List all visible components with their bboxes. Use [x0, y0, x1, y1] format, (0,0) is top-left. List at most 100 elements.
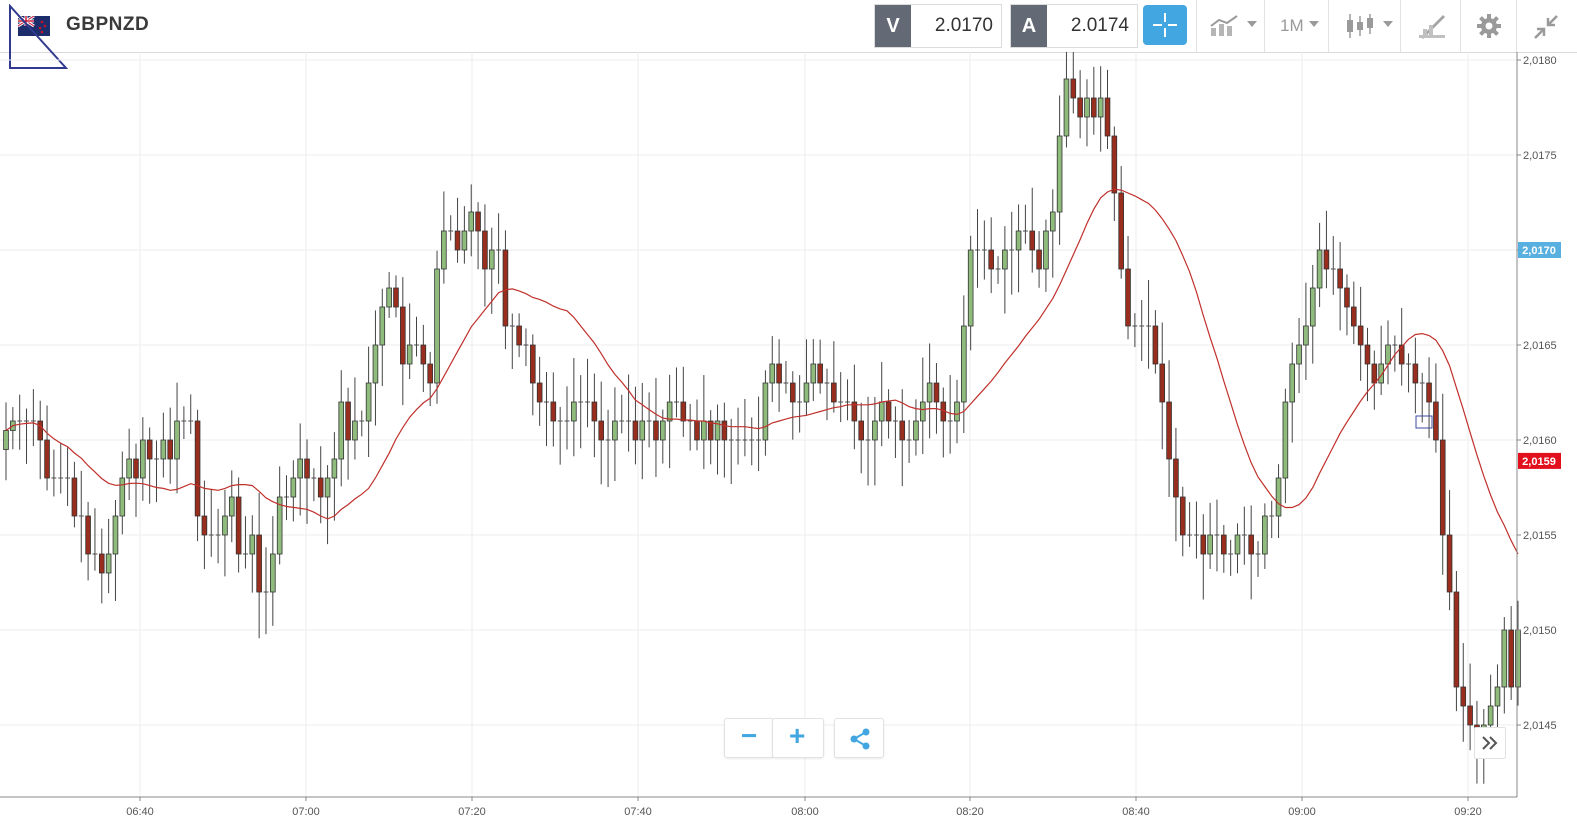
chart-type-button[interactable]: [1196, 0, 1265, 52]
scroll-to-end-button[interactable]: [1474, 727, 1506, 759]
candle-down: [201, 515, 208, 536]
y-tick-label: 2,0165: [1523, 340, 1557, 352]
x-tick-label: 08:40: [1122, 806, 1150, 818]
candle-down: [1029, 230, 1036, 251]
candle-up: [1049, 211, 1056, 232]
candle-up: [1385, 344, 1391, 365]
drawing-triangle-icon[interactable]: [8, 4, 68, 70]
candle-up: [126, 458, 132, 479]
chevron-down-icon: [1247, 21, 1257, 27]
candle-up: [1084, 97, 1090, 118]
candle-up: [803, 382, 810, 403]
zoom-out-button[interactable]: −: [724, 718, 774, 758]
candle-style-button[interactable]: [1328, 0, 1401, 52]
candle-down: [1111, 135, 1118, 194]
candle-down: [858, 420, 864, 441]
candle-down: [98, 553, 105, 574]
candle-up: [926, 382, 933, 403]
timeframe-label: 1M: [1280, 16, 1304, 35]
candle-up: [338, 401, 345, 460]
candle-up: [3, 430, 9, 450]
candle-up: [331, 458, 338, 479]
candle-down: [632, 420, 639, 441]
drawing-tools-icon: [1419, 15, 1445, 39]
candle-down: [71, 477, 78, 517]
candle-up: [441, 230, 447, 270]
bid-price-box[interactable]: V 2.0170: [874, 4, 1002, 48]
candle-up: [365, 382, 372, 422]
candle-up: [1303, 325, 1309, 346]
crosshair-marker: [1415, 415, 1433, 429]
candle-down: [1364, 344, 1371, 365]
candle-down: [721, 420, 728, 441]
y-tick-label: 2,0150: [1523, 625, 1557, 637]
candle-up: [228, 496, 235, 517]
chart-type-icon: [1210, 15, 1238, 36]
candle-up: [1282, 401, 1289, 479]
candle-up: [160, 439, 167, 460]
candle-up: [913, 420, 919, 441]
uk-nz-flag-icon: [18, 16, 50, 36]
candle-up: [954, 401, 960, 422]
candle-up: [810, 363, 817, 384]
candle-up: [714, 420, 721, 441]
collapse-button[interactable]: [1516, 0, 1577, 52]
zoom-in-button[interactable]: +: [772, 718, 824, 758]
candle-down: [1371, 363, 1378, 384]
candle-up: [140, 439, 146, 479]
candle-up: [379, 306, 386, 346]
candle-down: [1467, 705, 1473, 726]
x-tick-label: 09:00: [1288, 806, 1316, 818]
candle-down: [1398, 344, 1405, 365]
candle-down: [1036, 249, 1042, 270]
candle-down: [420, 344, 427, 365]
settings-button[interactable]: [1460, 0, 1517, 52]
candle-up: [1296, 344, 1302, 365]
ask-price-box[interactable]: A 2.0174: [1010, 4, 1138, 48]
candle-up: [571, 401, 577, 422]
share-icon: [850, 728, 870, 750]
candle-down: [1104, 97, 1111, 137]
price-chart[interactable]: 2,0180 2,0175 2,0170 2,0165 2,0160 2,0155 2,01…: [0, 52, 1577, 835]
candle-down: [1344, 287, 1350, 308]
candle-up: [112, 515, 119, 555]
candle-down: [1446, 534, 1453, 593]
candle-down: [1077, 97, 1083, 118]
candle-up: [666, 401, 673, 422]
candle-up: [1056, 135, 1063, 213]
candle-down: [1091, 97, 1097, 118]
candle-down: [1453, 591, 1460, 688]
double-chevron-right-icon: [1482, 736, 1498, 750]
candle-down: [393, 287, 399, 308]
candle-up: [961, 325, 967, 403]
crosshair-button[interactable]: [1143, 5, 1187, 45]
candle-up: [1289, 363, 1296, 403]
candle-down: [1152, 325, 1159, 365]
drawing-tools-button[interactable]: [1400, 0, 1461, 52]
candle-up: [762, 382, 769, 441]
candle-down: [194, 420, 201, 517]
candle-down: [1426, 382, 1432, 403]
candle-up: [270, 553, 276, 593]
candles: [3, 52, 1521, 784]
minus-icon: −: [741, 720, 758, 751]
candle-down: [1323, 249, 1330, 270]
candle-down: [885, 401, 892, 422]
timeframe-dropdown[interactable]: 1M: [1264, 0, 1329, 52]
candle-up: [1043, 230, 1049, 270]
share-button[interactable]: [834, 718, 884, 758]
moving-average-line: [5, 188, 1519, 555]
candle-up: [1487, 705, 1494, 726]
ma-price-tag: [1518, 452, 1561, 469]
candle-down: [1200, 534, 1207, 555]
candle-down: [1125, 268, 1131, 327]
candle-up: [324, 477, 331, 498]
candle-down: [345, 401, 351, 441]
candle-down: [133, 458, 139, 479]
candle-down: [167, 439, 173, 460]
x-tick-label: 08:00: [791, 806, 819, 818]
candle-up: [434, 268, 440, 384]
candle-down: [899, 420, 906, 441]
y-tick-label: 2,0180: [1523, 55, 1557, 67]
candle-down: [235, 496, 242, 555]
